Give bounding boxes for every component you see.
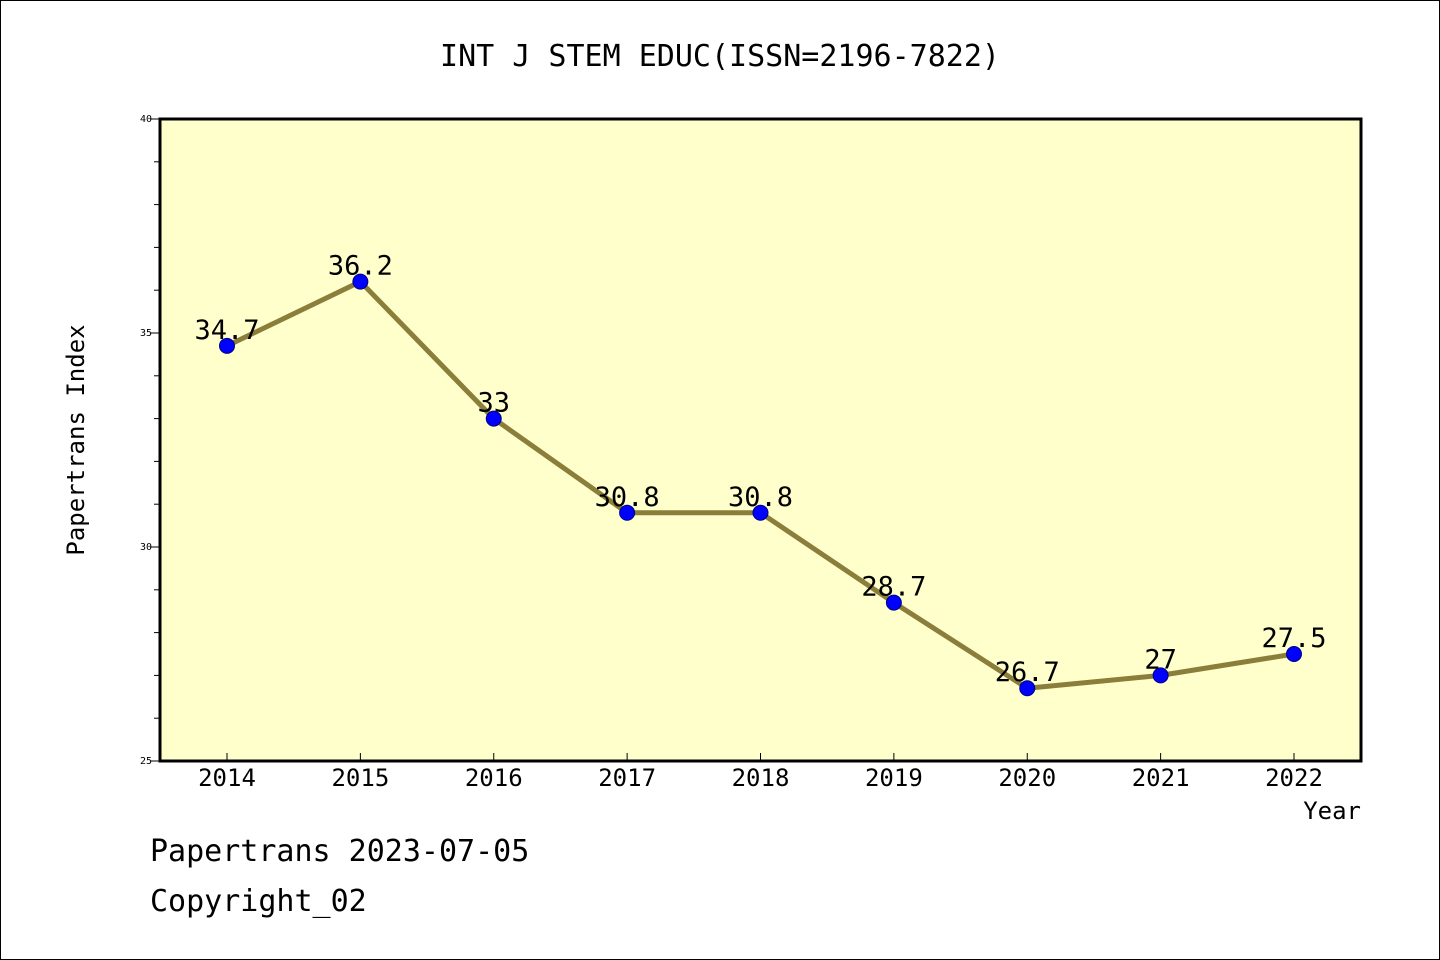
y-tick-label: 35 [140, 328, 152, 339]
plot-area [158, 117, 1363, 763]
data-point [885, 594, 902, 611]
y-axis-ticks: 25 30 35 40 [140, 114, 160, 767]
chart-title: INT J STEM EDUC(ISSN=2196-7822) [440, 39, 1000, 74]
data-label: 36.2 [328, 251, 393, 282]
y-axis-label: Papertrans Index [62, 324, 90, 555]
data-label: 26.7 [995, 657, 1060, 688]
data-point [1019, 680, 1036, 697]
x-tick-label: 2019 [865, 764, 923, 792]
data-point [1152, 667, 1169, 684]
series-layer [219, 273, 1302, 697]
data-point [219, 337, 235, 354]
data-point [619, 504, 636, 521]
data-point [352, 273, 369, 290]
footer-date-text: Papertrans 2023-07-05 [150, 834, 530, 869]
y-tick-label: 40 [140, 114, 152, 125]
data-label: 27.5 [1261, 623, 1326, 654]
data-point [485, 410, 502, 427]
data-label: 33 [477, 388, 510, 419]
x-axis-label: Year [1303, 797, 1361, 825]
x-tick-label: 2014 [198, 764, 256, 792]
data-label: 30.8 [728, 482, 793, 513]
data-label: 28.7 [861, 572, 926, 603]
y-tick-label: 25 [140, 756, 152, 767]
x-tick-label: 2018 [732, 764, 790, 792]
footer-copyright-text: Copyright_02 [150, 884, 367, 919]
x-tick-label: 2017 [598, 764, 656, 792]
data-point [1286, 646, 1302, 662]
x-tick-label: 2016 [465, 764, 523, 792]
x-tick-label: 2015 [331, 764, 389, 792]
y-tick-label: 30 [140, 542, 152, 553]
x-tick-label: 2020 [998, 764, 1056, 792]
x-tick-label: 2022 [1265, 764, 1323, 792]
data-point [752, 504, 769, 521]
x-axis-ticks: 2014 2015 2016 2017 2018 2019 2020 2021 2022 [198, 753, 1323, 792]
data-label: 34.7 [194, 315, 259, 346]
data-label: 27 [1144, 644, 1177, 675]
data-label: 30.8 [595, 482, 660, 513]
data-labels: 34.7 36.2 33 30.8 30.8 28.7 26.7 27 27.5 [194, 251, 1326, 689]
x-tick-label: 2021 [1132, 764, 1190, 792]
